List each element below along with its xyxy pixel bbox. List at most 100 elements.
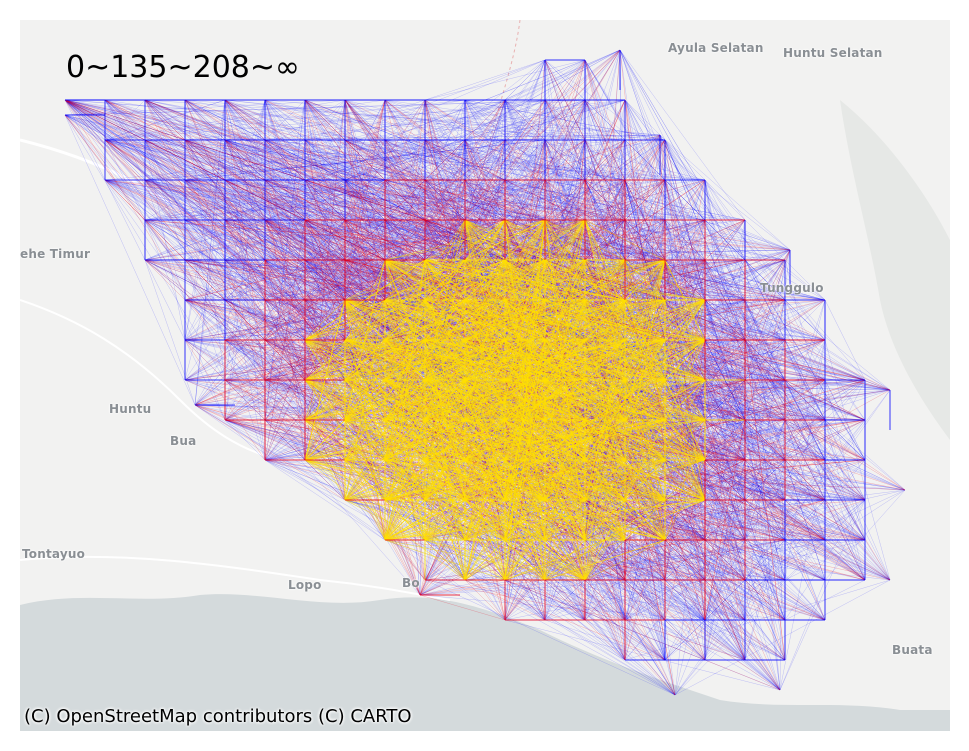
- map-frame[interactable]: Ayula Selatan Huntu Selatan ehe Timur Tu…: [20, 20, 950, 731]
- flow-line-low: [264, 459, 386, 541]
- flow-line-low: [744, 249, 791, 381]
- flow-line-low: [624, 179, 746, 301]
- flow-line-low: [659, 134, 826, 461]
- flow-line-low: [144, 99, 346, 221]
- flow-line-low: [194, 49, 621, 406]
- flow-line-low: [424, 139, 706, 181]
- flow-line-low: [584, 419, 866, 541]
- flow-line-low: [184, 99, 226, 381]
- flow-line-low: [659, 134, 891, 581]
- flow-line-low: [544, 59, 586, 181]
- flow-line-low: [144, 139, 421, 596]
- flow-line-low: [384, 99, 426, 141]
- road-coast: [20, 555, 451, 601]
- flow-line-low: [704, 299, 746, 501]
- flow-line-low: [384, 99, 666, 141]
- flow-line-low: [419, 539, 786, 596]
- flow-line-low: [674, 499, 826, 696]
- flow-line-low: [264, 99, 546, 221]
- flow-line-low: [64, 114, 426, 301]
- flow-line-low: [464, 99, 826, 301]
- flow-line-low: [184, 139, 546, 181]
- flow-line-low: [504, 59, 546, 101]
- flow-line-low: [674, 499, 866, 696]
- flow-line-low: [144, 259, 196, 406]
- flow-line-low: [194, 179, 546, 406]
- flow-line-low: [264, 99, 626, 141]
- flow-line-low: [344, 259, 386, 301]
- map-canvas[interactable]: [20, 20, 950, 731]
- flow-line-low: [584, 99, 706, 301]
- flow-line-low: [704, 219, 826, 421]
- flow-line-low: [619, 49, 866, 461]
- flow-line-low: [194, 404, 826, 541]
- flow-line-low: [224, 139, 506, 181]
- flow-line-low: [194, 139, 506, 406]
- flow-line-low: [104, 139, 226, 181]
- flow-line-low: [619, 49, 746, 221]
- flow-line-low: [144, 134, 661, 181]
- flow-line-low: [824, 299, 866, 381]
- flow-line-low: [344, 299, 781, 691]
- flow-line-low: [224, 419, 266, 461]
- flow-line-low: [184, 49, 621, 381]
- flow-line-low: [744, 379, 866, 421]
- flow-line-low: [504, 139, 791, 251]
- flow-line-low: [779, 499, 866, 691]
- flow-line-low: [224, 179, 266, 221]
- flow-line-low: [704, 459, 746, 661]
- flow-line-low: [144, 219, 266, 341]
- flow-line-low: [664, 539, 706, 661]
- flow-line-low: [344, 134, 661, 261]
- flow-line-low: [144, 139, 791, 251]
- flow-line-low: [664, 619, 706, 661]
- flow-line-low: [664, 499, 781, 691]
- flow-line-low: [304, 259, 346, 301]
- flow-line-low: [704, 339, 746, 541]
- flow-line-low: [544, 59, 791, 251]
- flow-line-low: [144, 139, 426, 501]
- flow-line-low: [619, 49, 826, 421]
- flow-line-low: [304, 219, 346, 261]
- flow-line-low: [704, 499, 746, 541]
- flow-line-low: [664, 539, 706, 581]
- flow-line-low: [264, 419, 306, 461]
- flow-line-low: [704, 219, 746, 421]
- flow-line-low: [744, 389, 891, 581]
- flow-line-low: [304, 249, 791, 261]
- flow-line-low: [304, 179, 346, 221]
- flow-line-low: [544, 539, 891, 581]
- flow-line-low: [344, 139, 466, 261]
- flow-line-low: [744, 339, 786, 541]
- flow-line-low: [144, 99, 661, 136]
- flow-line-low: [384, 49, 621, 181]
- flow-line-low: [104, 99, 386, 141]
- flow-line-low: [659, 134, 786, 581]
- flow-line-low: [344, 99, 466, 221]
- flow-line-low: [184, 99, 226, 141]
- flow-line-low: [624, 579, 746, 621]
- flow-line-low: [144, 259, 266, 301]
- flow-line-low: [664, 499, 781, 691]
- flow-line-low: [464, 579, 676, 696]
- flow-line-low: [194, 219, 346, 406]
- flow-line-low: [704, 459, 906, 491]
- flow-line-low: [544, 99, 676, 696]
- flow-line-low: [264, 99, 306, 461]
- flow-line-low: [104, 179, 546, 221]
- flow-line-low: [144, 139, 506, 261]
- flow-line-low: [224, 259, 266, 461]
- flow-line-low: [624, 99, 746, 461]
- flow-line-low: [674, 579, 891, 696]
- flow-line-low: [624, 99, 826, 621]
- flow-line-low: [584, 139, 891, 391]
- flow-line-low: [674, 459, 866, 696]
- flow-line-low: [704, 619, 746, 661]
- flow-line-low: [144, 139, 186, 341]
- flow-line-low: [544, 179, 666, 221]
- flow-line-low: [184, 59, 546, 341]
- flow-line-low: [194, 99, 226, 406]
- flow-line-low: [674, 419, 786, 696]
- flow-line-low: [619, 49, 666, 141]
- flow-line-low: [144, 139, 426, 181]
